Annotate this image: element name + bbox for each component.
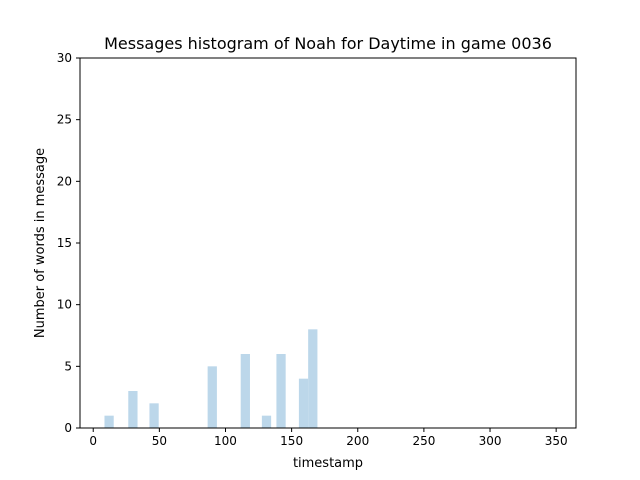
y-tick-label: 0 — [64, 421, 72, 435]
histogram-bar — [276, 354, 286, 428]
y-tick-label: 25 — [57, 113, 72, 127]
x-tick-label: 0 — [89, 434, 97, 448]
histogram-bar — [240, 354, 250, 428]
x-tick-label: 300 — [479, 434, 502, 448]
histogram-bar — [298, 378, 309, 428]
chart-title: Messages histogram of Noah for Daytime i… — [104, 34, 552, 53]
histogram-bar — [149, 403, 159, 428]
y-axis: 0 5 10 15 20 25 30 — [57, 51, 80, 435]
histogram-bar — [207, 366, 217, 428]
histogram-bar — [261, 415, 272, 428]
y-axis-label: Number of words in message — [33, 148, 48, 338]
x-axis: 0 50 100 150 200 250 300 350 — [89, 428, 568, 448]
y-tick-label: 10 — [57, 298, 72, 312]
x-axis-label: timestamp — [293, 456, 363, 471]
y-tick-label: 20 — [57, 174, 72, 188]
x-tick-label: 200 — [346, 434, 369, 448]
plot-area-frame — [79, 57, 577, 429]
x-tick-label: 350 — [545, 434, 568, 448]
y-tick-label: 5 — [64, 359, 72, 373]
histogram-bar — [104, 415, 114, 428]
x-tick-label: 50 — [152, 434, 167, 448]
histogram-bar — [128, 391, 138, 428]
histogram-bar — [308, 329, 318, 428]
x-tick-label: 250 — [412, 434, 435, 448]
x-tick-label: 150 — [280, 434, 303, 448]
x-tick-label: 100 — [214, 434, 237, 448]
y-tick-label: 15 — [57, 236, 72, 250]
y-tick-label: 30 — [57, 51, 72, 65]
bars-group — [104, 329, 318, 428]
